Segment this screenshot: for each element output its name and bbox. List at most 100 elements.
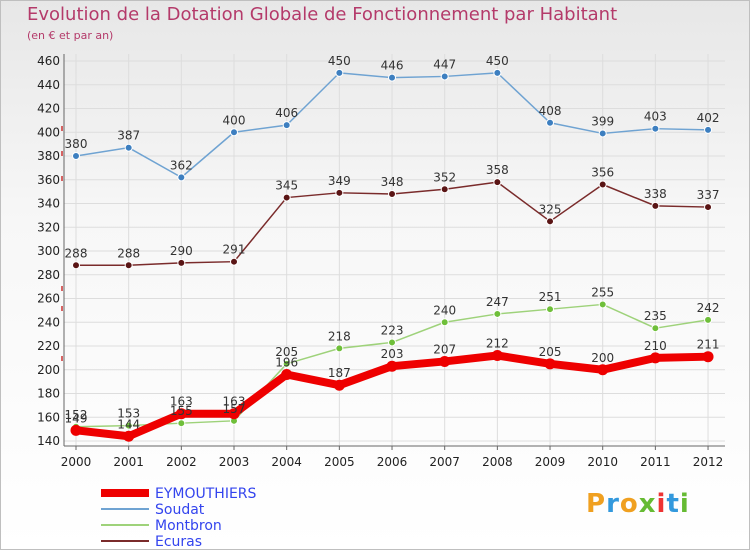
data-label-soudat: 406 — [275, 106, 298, 120]
data-label-soudat: 362 — [170, 158, 193, 172]
y-tick-label: 380 — [37, 149, 60, 163]
data-point-montbron — [124, 421, 133, 430]
data-point-soudat — [704, 125, 713, 134]
data-label-montbron: 152 — [65, 408, 88, 422]
x-tick-label: 2010 — [587, 455, 618, 469]
data-point-ecuras — [704, 203, 713, 212]
data-point-soudat — [282, 121, 291, 130]
data-label-eymouthiers: 196 — [275, 356, 298, 370]
x-tick-label: 2007 — [429, 455, 460, 469]
legend-label: Montbron — [155, 518, 222, 534]
data-label-eymouthiers: 144 — [117, 417, 140, 431]
chart-title: Evolution de la Dotation Globale de Fonc… — [27, 4, 618, 25]
y-tick-label: 420 — [37, 102, 60, 116]
data-point-eymouthiers — [228, 408, 240, 420]
data-point-eymouthiers — [544, 358, 556, 370]
logo-letter: x — [638, 489, 657, 519]
y-tick-label: 400 — [37, 125, 60, 139]
data-point-soudat — [177, 173, 186, 182]
data-label-montbron: 251 — [539, 290, 562, 304]
data-point-montbron — [440, 318, 449, 327]
data-label-ecuras: 348 — [381, 175, 404, 189]
x-tick-label: 2003 — [219, 455, 250, 469]
data-label-ecuras: 288 — [117, 246, 140, 260]
data-point-ecuras — [440, 185, 449, 194]
data-label-montbron: 157 — [223, 402, 246, 416]
data-point-montbron — [546, 305, 555, 314]
data-point-eymouthiers — [597, 364, 609, 376]
data-label-montbron: 255 — [591, 285, 614, 299]
data-labels: 380 387 362 400 406 450 446 447 450 408 399 403 402 2… — [65, 54, 720, 431]
data-point-eymouthiers — [123, 430, 135, 442]
data-point-ecuras — [72, 261, 80, 270]
data-label-eymouthiers: 200 — [591, 351, 614, 365]
data-point-ecuras — [598, 180, 607, 189]
data-point-eymouthiers — [333, 379, 345, 391]
legend-label: EYMOUTHIERS — [155, 486, 257, 502]
data-point-montbron — [598, 300, 607, 309]
x-tick-label: 2008 — [482, 455, 513, 469]
data-label-ecuras: 358 — [486, 163, 509, 177]
data-label-ecuras: 337 — [697, 188, 720, 202]
data-point-eymouthiers — [386, 360, 398, 372]
data-point-ecuras — [282, 193, 291, 202]
x-tick-label: 2012 — [693, 455, 724, 469]
data-label-montbron: 247 — [486, 295, 509, 309]
data-point-soudat — [651, 124, 660, 133]
data-label-eymouthiers: 207 — [433, 342, 456, 356]
logo-letter: i — [656, 489, 667, 519]
y-tick-label: 260 — [37, 292, 60, 306]
logo-letter: i — [679, 489, 690, 519]
data-label-montbron: 153 — [117, 407, 140, 421]
data-point-montbron — [177, 419, 186, 428]
data-label-eymouthiers: 163 — [223, 395, 246, 409]
data-label-soudat: 450 — [486, 54, 509, 68]
data-label-eymouthiers: 187 — [328, 366, 351, 380]
data-label-eymouthiers: 211 — [697, 338, 720, 352]
data-label-eymouthiers: 205 — [539, 345, 562, 359]
y-tick-label: 200 — [37, 363, 60, 377]
data-point-eymouthiers — [281, 369, 293, 380]
data-point-eymouthiers — [70, 424, 82, 436]
data-point-ecuras — [651, 201, 660, 210]
data-label-montbron: 223 — [381, 323, 404, 337]
y-tick-label: 360 — [37, 173, 60, 187]
data-point-soudat — [493, 68, 502, 77]
data-point-montbron — [388, 338, 397, 347]
data-label-montbron: 242 — [697, 301, 720, 315]
data-label-eymouthiers: 212 — [486, 337, 509, 351]
data-point-eymouthiers — [491, 350, 503, 361]
data-point-soudat — [124, 143, 133, 152]
legend-label: Ecuras — [155, 534, 202, 549]
x-tick-label: 2006 — [377, 455, 408, 469]
axes: 140 160 180 200 220 240 260 280 300 320 340 360 380 4… — [37, 54, 725, 469]
data-label-ecuras: 356 — [591, 166, 614, 180]
y-tick-label: 160 — [37, 410, 60, 424]
data-point-eymouthiers — [702, 351, 714, 363]
data-label-montbron: 240 — [433, 303, 456, 317]
data-point-soudat — [440, 72, 449, 81]
data-label-ecuras: 345 — [275, 179, 298, 193]
data-point-montbron — [335, 344, 344, 353]
data-point-montbron — [282, 359, 291, 368]
logo-letter: o — [619, 489, 639, 519]
data-point-eymouthiers — [439, 355, 451, 367]
data-point-ecuras — [230, 257, 239, 266]
data-point-soudat — [230, 128, 239, 137]
data-point-ecuras — [335, 188, 344, 197]
x-tick-label: 2011 — [640, 455, 671, 469]
data-label-eymouthiers: 149 — [65, 411, 88, 425]
data-point-montbron — [651, 324, 660, 333]
data-label-soudat: 447 — [433, 57, 456, 71]
data-label-ecuras: 325 — [539, 202, 562, 216]
x-tick-label: 2000 — [61, 455, 92, 469]
proxiti-logo: Proxiti — [586, 489, 690, 519]
logo-letter: r — [606, 489, 620, 519]
series-lines — [70, 68, 714, 442]
x-tick-label: 2005 — [324, 455, 355, 469]
legend-label: Soudat — [155, 502, 205, 518]
data-label-soudat: 399 — [591, 114, 614, 128]
data-label-soudat: 408 — [539, 104, 562, 118]
